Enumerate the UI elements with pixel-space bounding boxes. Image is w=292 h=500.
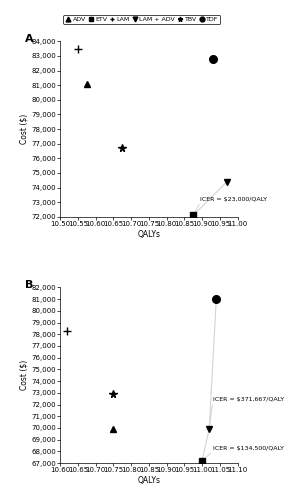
Y-axis label: Cost ($): Cost ($) bbox=[20, 114, 29, 144]
Legend: ADV, ETV, LAM, LAM + ADV, TBV, TDF: ADV, ETV, LAM, LAM + ADV, TBV, TDF bbox=[63, 15, 220, 24]
X-axis label: QALYs: QALYs bbox=[138, 476, 160, 485]
Text: B: B bbox=[25, 280, 33, 290]
Text: ICER = $371,667/QALY: ICER = $371,667/QALY bbox=[213, 397, 284, 402]
X-axis label: QALYs: QALYs bbox=[138, 230, 160, 239]
Text: ICER = $134,500/QALY: ICER = $134,500/QALY bbox=[213, 446, 284, 452]
Text: A: A bbox=[25, 34, 33, 44]
Y-axis label: Cost ($): Cost ($) bbox=[20, 360, 29, 390]
Text: ICER = $23,000/QALY: ICER = $23,000/QALY bbox=[200, 197, 267, 202]
